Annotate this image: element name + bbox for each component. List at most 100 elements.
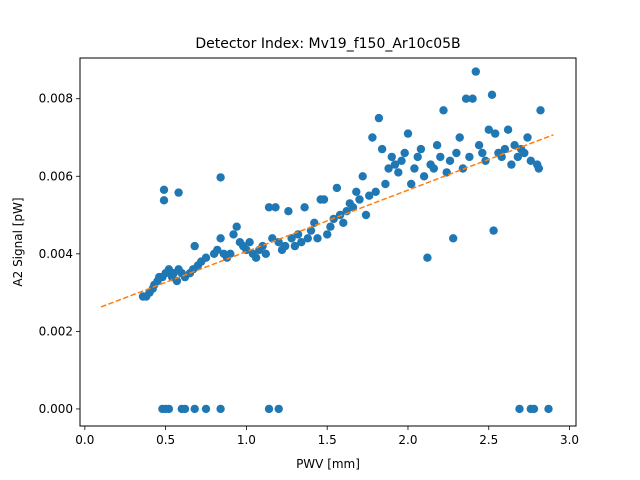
x-tick-label: 3.0 [560,433,579,447]
data-point-38 [190,241,199,251]
data-point-115 [452,148,461,158]
y-tick-label: 0.004 [39,247,73,261]
data-point-142 [536,106,545,115]
data-point-15 [159,185,169,194]
data-point-53 [251,253,261,262]
data-point-6 [201,404,211,414]
data-point-105 [419,172,429,181]
data-point-63 [284,207,293,216]
data-point-75 [323,230,332,239]
data-point-14 [159,196,169,205]
data-point-99 [400,148,409,158]
data-point-106 [423,253,432,262]
data-point-7 [216,404,225,414]
data-point-10 [515,404,524,414]
y-axis-ticks: 0.000 0.002 0.004 0.006 0.008 [39,92,80,416]
x-tick-label: 2.5 [479,433,498,447]
data-point-109 [432,141,442,150]
data-point-5 [190,404,199,414]
data-point-16 [174,188,183,197]
data-point-135 [513,152,522,162]
x-tick-label: 0.5 [156,433,175,447]
data-point-39 [201,253,211,262]
data-point-95 [387,152,396,162]
data-point-94 [384,164,393,173]
data-point-78 [332,183,342,193]
data-point-113 [445,156,455,165]
data-point-100 [403,129,413,138]
data-point-59 [271,203,280,212]
data-point-102 [410,164,419,173]
data-point-86 [358,172,367,181]
data-point-65 [290,241,300,251]
fit-line [100,134,554,308]
data-point-110 [436,152,445,162]
x-axis-ticks: 0.0 0.5 1.0 1.5 2.0 2.5 3.0 [75,426,579,447]
data-point-111 [439,106,448,115]
x-tick-label: 1.5 [318,433,337,447]
data-point-80 [339,218,348,227]
data-point-30 [172,276,182,286]
data-point-9 [274,404,283,414]
y-tick-label: 0.000 [39,402,73,416]
data-point-97 [394,168,403,177]
data-point-62 [281,241,290,251]
fit-line-layer [100,134,554,308]
data-point-119 [465,152,474,162]
data-point-84 [352,187,361,196]
points-layer [138,67,553,414]
data-point-116 [455,133,464,142]
data-point-85 [355,195,364,204]
data-point-138 [523,133,532,142]
data-point-46 [229,230,238,239]
data-point-76 [326,222,335,231]
data-point-41 [213,245,222,255]
data-point-132 [503,125,513,134]
data-point-104 [416,144,426,154]
data-point-13 [544,404,553,414]
data-point-69 [303,234,312,243]
data-point-139 [526,156,535,165]
data-point-112 [442,168,451,177]
data-point-114 [449,234,458,243]
data-point-42 [216,234,225,243]
data-point-89 [368,133,377,142]
data-point-8 [264,404,274,414]
data-point-17 [216,173,225,182]
data-point-125 [484,125,493,134]
data-point-141 [534,164,543,173]
data-point-64 [287,234,296,243]
data-point-68 [300,203,309,212]
y-tick-label: 0.008 [39,92,73,106]
data-point-90 [371,187,380,196]
data-point-137 [520,148,529,158]
data-point-45 [226,249,235,258]
data-point-92 [377,144,387,154]
y-tick-label: 0.002 [39,324,73,338]
data-point-98 [397,156,406,165]
data-point-56 [261,249,270,258]
x-tick-label: 2.0 [398,433,417,447]
data-point-127 [489,226,498,235]
data-point-123 [478,148,487,158]
x-tick-label: 1.0 [237,433,256,447]
data-point-83 [348,203,358,212]
data-point-2 [164,404,174,414]
data-point-87 [361,210,371,220]
x-tick-label: 0.0 [75,433,94,447]
data-point-88 [365,191,374,200]
chart-title: Detector Index: Mv19_f150_Ar10c05B [195,36,460,52]
data-point-134 [510,141,519,150]
data-point-103 [413,152,422,162]
y-axis-label: A2 Signal [pW] [11,197,25,286]
data-point-126 [487,90,497,100]
data-point-60 [274,238,283,247]
x-axis-label: PWV [mm] [296,457,360,471]
data-point-131 [500,144,510,154]
data-point-128 [491,129,500,138]
data-point-72 [313,234,322,243]
plot-frame [79,57,577,427]
data-point-74 [319,195,329,204]
data-point-57 [264,203,274,212]
